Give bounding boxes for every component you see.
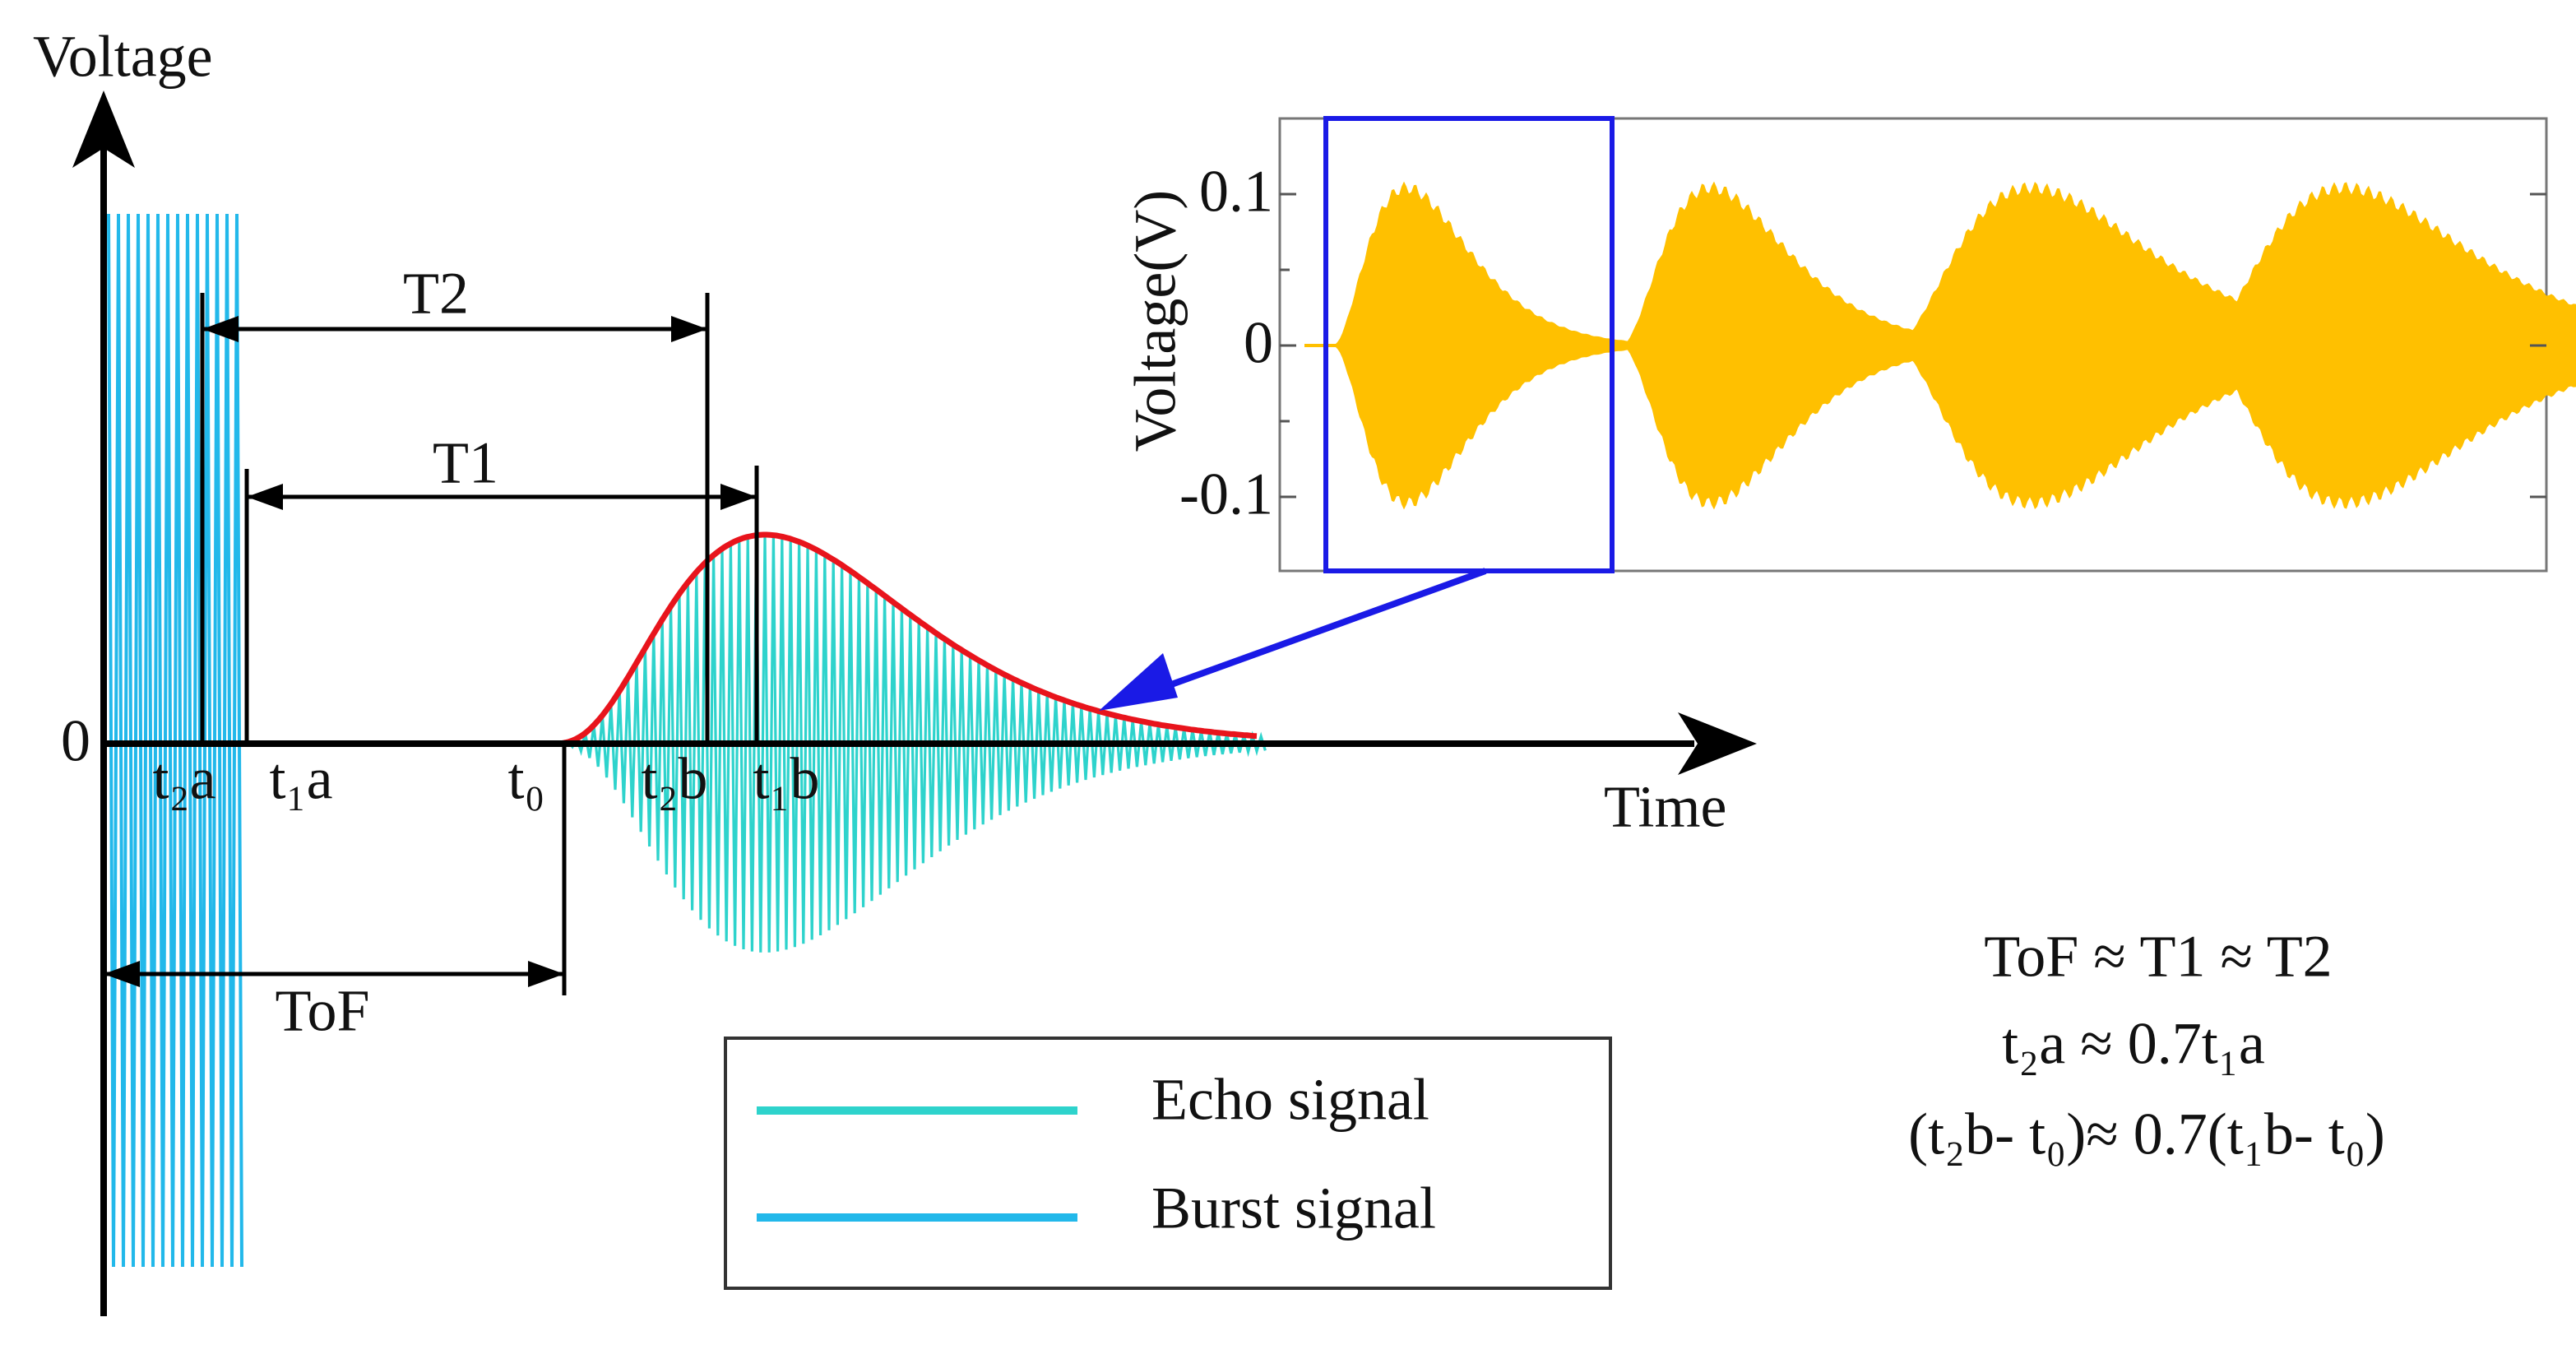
y-arrow [72, 90, 135, 168]
interval-arrowheads [104, 316, 757, 987]
pointer-arrow [1133, 568, 1487, 701]
inset-burst [1332, 181, 1685, 510]
inset-burst [1892, 182, 2311, 509]
envelope [477, 531, 1258, 747]
marker-label: t₁b [753, 746, 819, 812]
highlight-box [1323, 116, 1615, 573]
inset-y-label: Voltage(V) [1123, 190, 1188, 452]
x-axis-label: Time [1604, 774, 1726, 840]
marker-label: t₀ [507, 746, 544, 812]
inset-tick-label: -0.1 [1179, 461, 1273, 527]
inset-burst [2196, 182, 2576, 509]
marker-label: t₂a [152, 746, 215, 812]
interval-label: T1 [433, 430, 498, 496]
x-arrow [1678, 712, 1757, 775]
legend-label: Echo signal [1151, 1067, 1429, 1133]
pointer-arrowhead [1099, 653, 1178, 711]
interval-label: T2 [403, 261, 469, 327]
marker-label: t₁a [269, 746, 332, 812]
inset-ticks [1280, 192, 2546, 499]
equation: t₂a ≈ 0.7t₁a [2002, 1011, 2265, 1077]
equation: ToF ≈ T1 ≈ T2 [1984, 924, 2332, 990]
inset-tick-label: 0.1 [1199, 159, 1273, 225]
inset-burst [1620, 181, 1990, 510]
marker-lines [104, 293, 759, 995]
legend-box [724, 1037, 1612, 1290]
inset-waveform [1304, 181, 2576, 510]
marker-label: t₂b [641, 746, 707, 812]
interval-label: ToF [276, 978, 370, 1044]
equation: (t₂b- t₀)≈ 0.7(t₁b- t₀) [1908, 1102, 2385, 1167]
y-axis-label: Voltage [33, 24, 213, 90]
origin-label: 0 [61, 708, 90, 774]
inset: 0.1 0 -0.1 Voltage(V) [1099, 116, 2576, 711]
inset-tick-label: 0 [1244, 310, 1273, 376]
legend-label: Burst signal [1151, 1176, 1436, 1241]
